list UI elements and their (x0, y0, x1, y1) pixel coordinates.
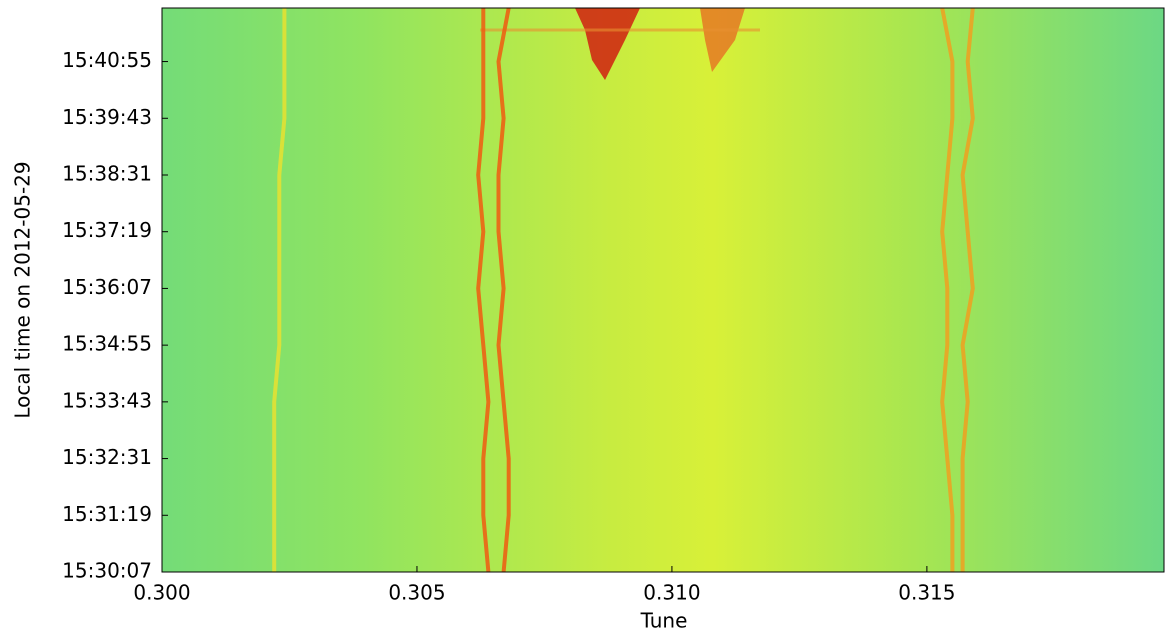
trace (960, 7, 975, 572)
trace (940, 7, 955, 572)
x-tick-label: 0.310 (643, 581, 700, 605)
y-tick-label: 15:40:55 (62, 48, 152, 72)
x-tick-label: 0.315 (898, 581, 955, 605)
y-tick-label: 15:32:31 (62, 445, 152, 469)
trace (272, 8, 287, 572)
y-tick-label: 15:33:43 (62, 388, 152, 412)
hot-spot (700, 8, 745, 72)
plot-background (162, 8, 1164, 572)
y-tick-label: 15:39:43 (62, 105, 152, 129)
y-tick-label: 15:36:07 (62, 275, 152, 299)
x-axis-label: Tune (640, 609, 688, 633)
x-tick-label: 0.300 (133, 581, 190, 605)
y-axis-label: Local time on 2012-05-29 (11, 161, 35, 418)
trace (476, 8, 491, 573)
x-tick-label: 0.305 (388, 581, 445, 605)
trace (496, 7, 511, 573)
traces (272, 7, 975, 573)
y-tick-label: 15:30:07 (62, 559, 152, 583)
y-tick-label: 15:37:19 (62, 218, 152, 242)
y-tick-label: 15:34:55 (62, 332, 152, 356)
y-tick-label: 15:31:19 (62, 502, 152, 526)
hot-spot (575, 8, 640, 80)
plot-frame (161, 7, 1165, 573)
y-tick-label: 15:38:31 (62, 161, 152, 185)
